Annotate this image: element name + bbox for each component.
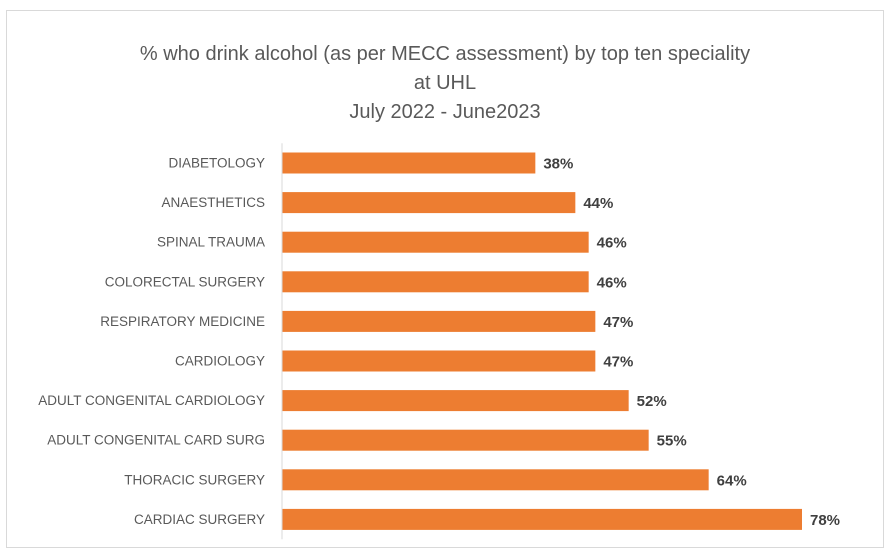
data-label-adult-congenital-cardiology: 52%	[637, 393, 667, 410]
bar-diabetology	[282, 152, 536, 174]
data-label-adult-congenital-card-surg: 55%	[657, 433, 687, 450]
bar-anaesthetics	[282, 192, 576, 214]
bar-thoracic-surgery	[282, 469, 709, 491]
data-label-diabetology: 38%	[543, 156, 573, 173]
bar-spinal-trauma	[282, 231, 589, 253]
chart-title: % who drink alcohol (as per MECC assessm…	[6, 40, 884, 127]
chart-title-line-1: % who drink alcohol (as per MECC assessm…	[139, 43, 751, 65]
category-label-adult-congenital-card-surg: ADULT CONGENITAL CARD SURG	[47, 433, 265, 448]
data-label-thoracic-surgery: 64%	[717, 472, 747, 489]
category-label-cardiac-surgery: CARDIAC SURGERY	[134, 512, 265, 527]
bar-cardiology	[282, 350, 596, 372]
category-label-adult-congenital-cardiology: ADULT CONGENITAL CARDIOLOGY	[38, 393, 265, 408]
category-label-diabetology: DIABETOLOGY	[168, 156, 265, 171]
category-label-respiratory-medicine: RESPIRATORY MEDICINE	[100, 314, 265, 329]
bar-cardiac-surgery	[282, 508, 802, 530]
bar-respiratory-medicine	[282, 310, 596, 332]
category-label-cardiology: CARDIOLOGY	[175, 354, 265, 369]
data-label-cardiology: 47%	[603, 354, 633, 371]
chart-title-line-2: at UHL	[413, 72, 477, 94]
chart-title-line-3: July 2022 - June2023	[349, 101, 541, 123]
bar-adult-congenital-card-surg	[282, 429, 649, 451]
category-label-spinal-trauma: SPINAL TRAUMA	[157, 235, 265, 250]
data-label-colorectal-surgery: 46%	[597, 274, 627, 291]
data-label-cardiac-surgery: 78%	[810, 512, 840, 529]
data-label-spinal-trauma: 46%	[597, 235, 627, 252]
data-label-anaesthetics: 44%	[583, 195, 613, 212]
category-label-colorectal-surgery: COLORECTAL SURGERY	[105, 274, 265, 289]
category-label-anaesthetics: ANAESTHETICS	[161, 195, 265, 210]
bars-layer: DIABETOLOGY 38% ANAESTHETICS 44% SPINAL TRAU…	[38, 152, 840, 530]
bar-adult-congenital-cardiology	[282, 390, 629, 412]
bar-colorectal-surgery	[282, 271, 589, 293]
data-label-respiratory-medicine: 47%	[603, 314, 633, 331]
category-label-thoracic-surgery: THORACIC SURGERY	[124, 472, 265, 487]
